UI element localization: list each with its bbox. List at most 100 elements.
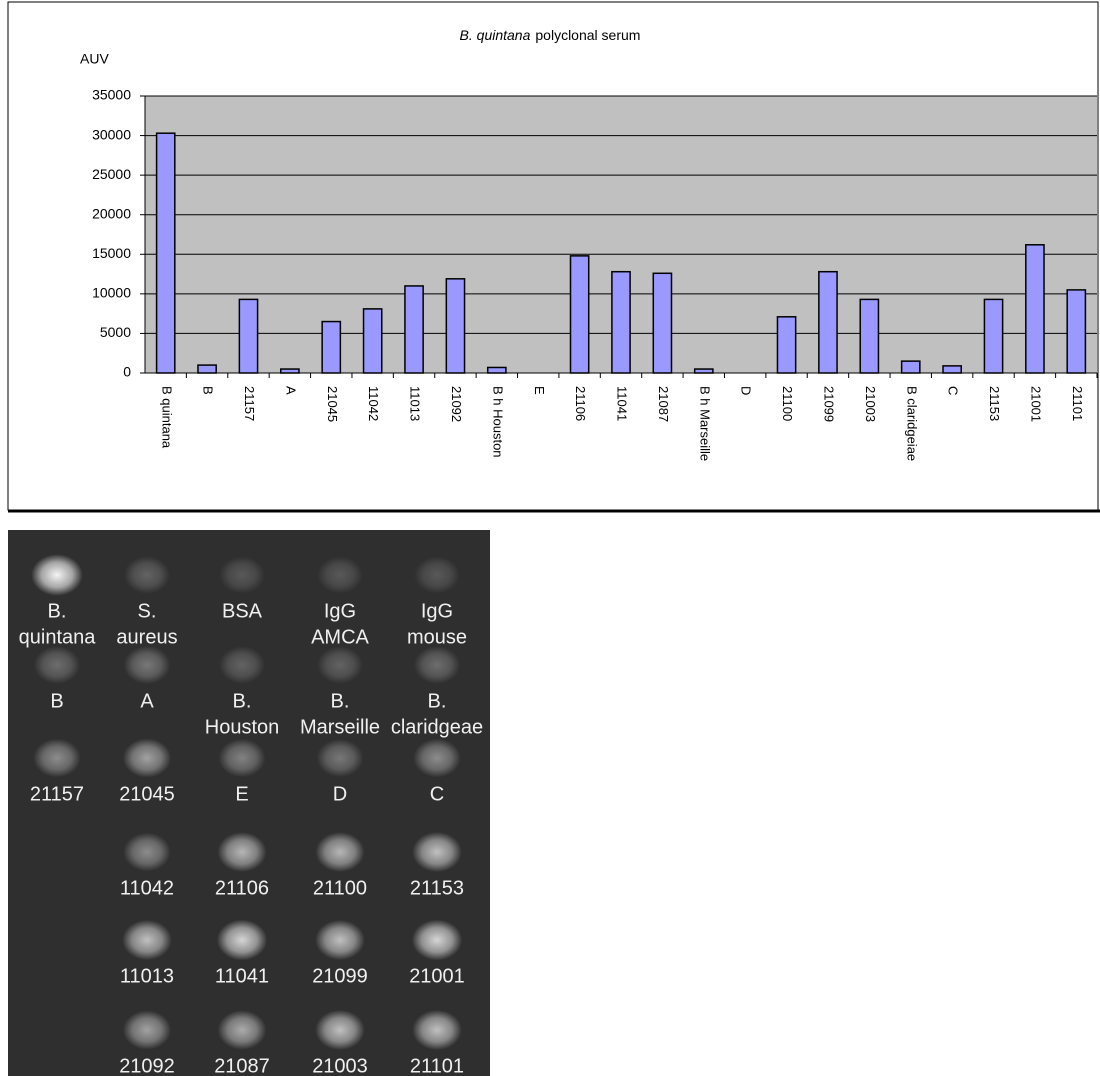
chart: B. quintana polyclonal serum AUV 0 5000 100… [7, 1, 1100, 513]
y-tick-label: 5000 [100, 324, 131, 340]
y-axis-label: AUV [80, 51, 109, 67]
spot [122, 1010, 172, 1050]
x-tick-label: B quintana [159, 386, 174, 449]
x-tick-label: 11042 [366, 386, 381, 421]
spot [315, 832, 365, 872]
bar [652, 272, 673, 374]
spot [33, 738, 81, 778]
x-tick-label: 11013 [408, 386, 423, 421]
spot-label: IgG [421, 600, 453, 622]
spot-label: IgG [324, 600, 356, 622]
bar [900, 360, 921, 374]
spot [122, 919, 172, 961]
spot-label: claridgeae [391, 716, 483, 738]
bar [1066, 289, 1087, 374]
spot [315, 1009, 365, 1051]
spot [123, 645, 171, 685]
x-tick-label: A [283, 386, 298, 395]
x-tick-label: E [532, 386, 547, 395]
spot-label: BSA [222, 600, 263, 622]
x-tick-label: B h Marseille [697, 386, 712, 461]
spot-label: 11013 [120, 965, 174, 987]
spot-label: D [333, 783, 347, 805]
spot-label: B. [233, 690, 252, 712]
spot [412, 1009, 462, 1051]
spot-label: B [50, 690, 63, 712]
spot-label: 21106 [215, 877, 269, 899]
spot [413, 738, 461, 778]
bar [445, 278, 466, 374]
y-tick-label: 25000 [92, 166, 131, 182]
spot-label: B. [428, 690, 447, 712]
spot-label: 21100 [313, 877, 367, 899]
bar [569, 255, 590, 374]
spot-label: 21092 [119, 1055, 175, 1076]
bar [197, 364, 217, 374]
bar [362, 308, 383, 374]
bar [1025, 244, 1045, 374]
bar [942, 365, 962, 374]
spot [219, 646, 265, 684]
spot-label: aureus [116, 626, 177, 648]
bar [983, 298, 1004, 374]
bar [818, 270, 838, 374]
x-tick-label: B [201, 386, 216, 395]
y-tick-label: 30000 [92, 126, 131, 142]
spot-label: quintana [19, 626, 97, 648]
spot-label: 11042 [120, 877, 174, 899]
dot-blot-image: B. quintana S. aureus BSA IgG AMCA IgG mouse B A B.… [8, 530, 490, 1076]
spot [124, 556, 170, 594]
y-tick-label: 0 [123, 364, 131, 380]
y-tick-label: 15000 [92, 245, 131, 261]
spot-label: 21099 [312, 965, 368, 987]
spot [412, 831, 462, 873]
spot-label: 21157 [30, 783, 84, 805]
spot-label: B. [331, 690, 350, 712]
spot-label: AMCA [311, 626, 369, 648]
x-tick-label: 21106 [573, 386, 588, 421]
spot [219, 556, 265, 594]
spot [123, 832, 171, 872]
spot-label: S. [138, 600, 157, 622]
spot [217, 832, 267, 872]
y-tick-label: 10000 [92, 285, 131, 301]
spot [315, 919, 365, 961]
blot-background [8, 530, 490, 1076]
spot-label: A [140, 690, 154, 712]
spot-label: mouse [407, 626, 467, 648]
x-tick-label: B h Houston [490, 386, 505, 458]
x-tick-label: 21045 [325, 386, 340, 422]
spot-label: C [430, 783, 444, 805]
y-tick-label: 20000 [92, 205, 131, 221]
bar [611, 270, 631, 374]
spot-label: 21001 [409, 965, 465, 987]
bar [693, 368, 714, 374]
bar [776, 316, 797, 374]
bar [238, 298, 259, 374]
bar [404, 285, 424, 374]
spot-label: E [235, 783, 248, 805]
x-tick-label: 21099 [822, 386, 837, 422]
spot [316, 738, 364, 778]
spot [122, 738, 172, 778]
spot-label: Marseille [300, 716, 380, 738]
spot [218, 738, 266, 778]
bar [859, 298, 880, 374]
spot [411, 919, 463, 961]
spot-label: 21045 [119, 783, 175, 805]
x-tick-label: C [946, 386, 961, 395]
spot [317, 646, 363, 684]
spot-label: 21087 [214, 1055, 270, 1076]
spot [31, 554, 83, 596]
x-tick-label: 21100 [780, 386, 795, 421]
spot-label: 21153 [410, 877, 464, 899]
spot-label: Houston [205, 716, 280, 738]
bar [486, 366, 507, 374]
spot [216, 919, 268, 961]
x-tick-label: D [739, 386, 754, 395]
x-tick-label: 21153 [987, 386, 1002, 421]
title-italic: B. quintana [460, 27, 531, 43]
bar [280, 368, 300, 374]
bar [155, 132, 176, 374]
